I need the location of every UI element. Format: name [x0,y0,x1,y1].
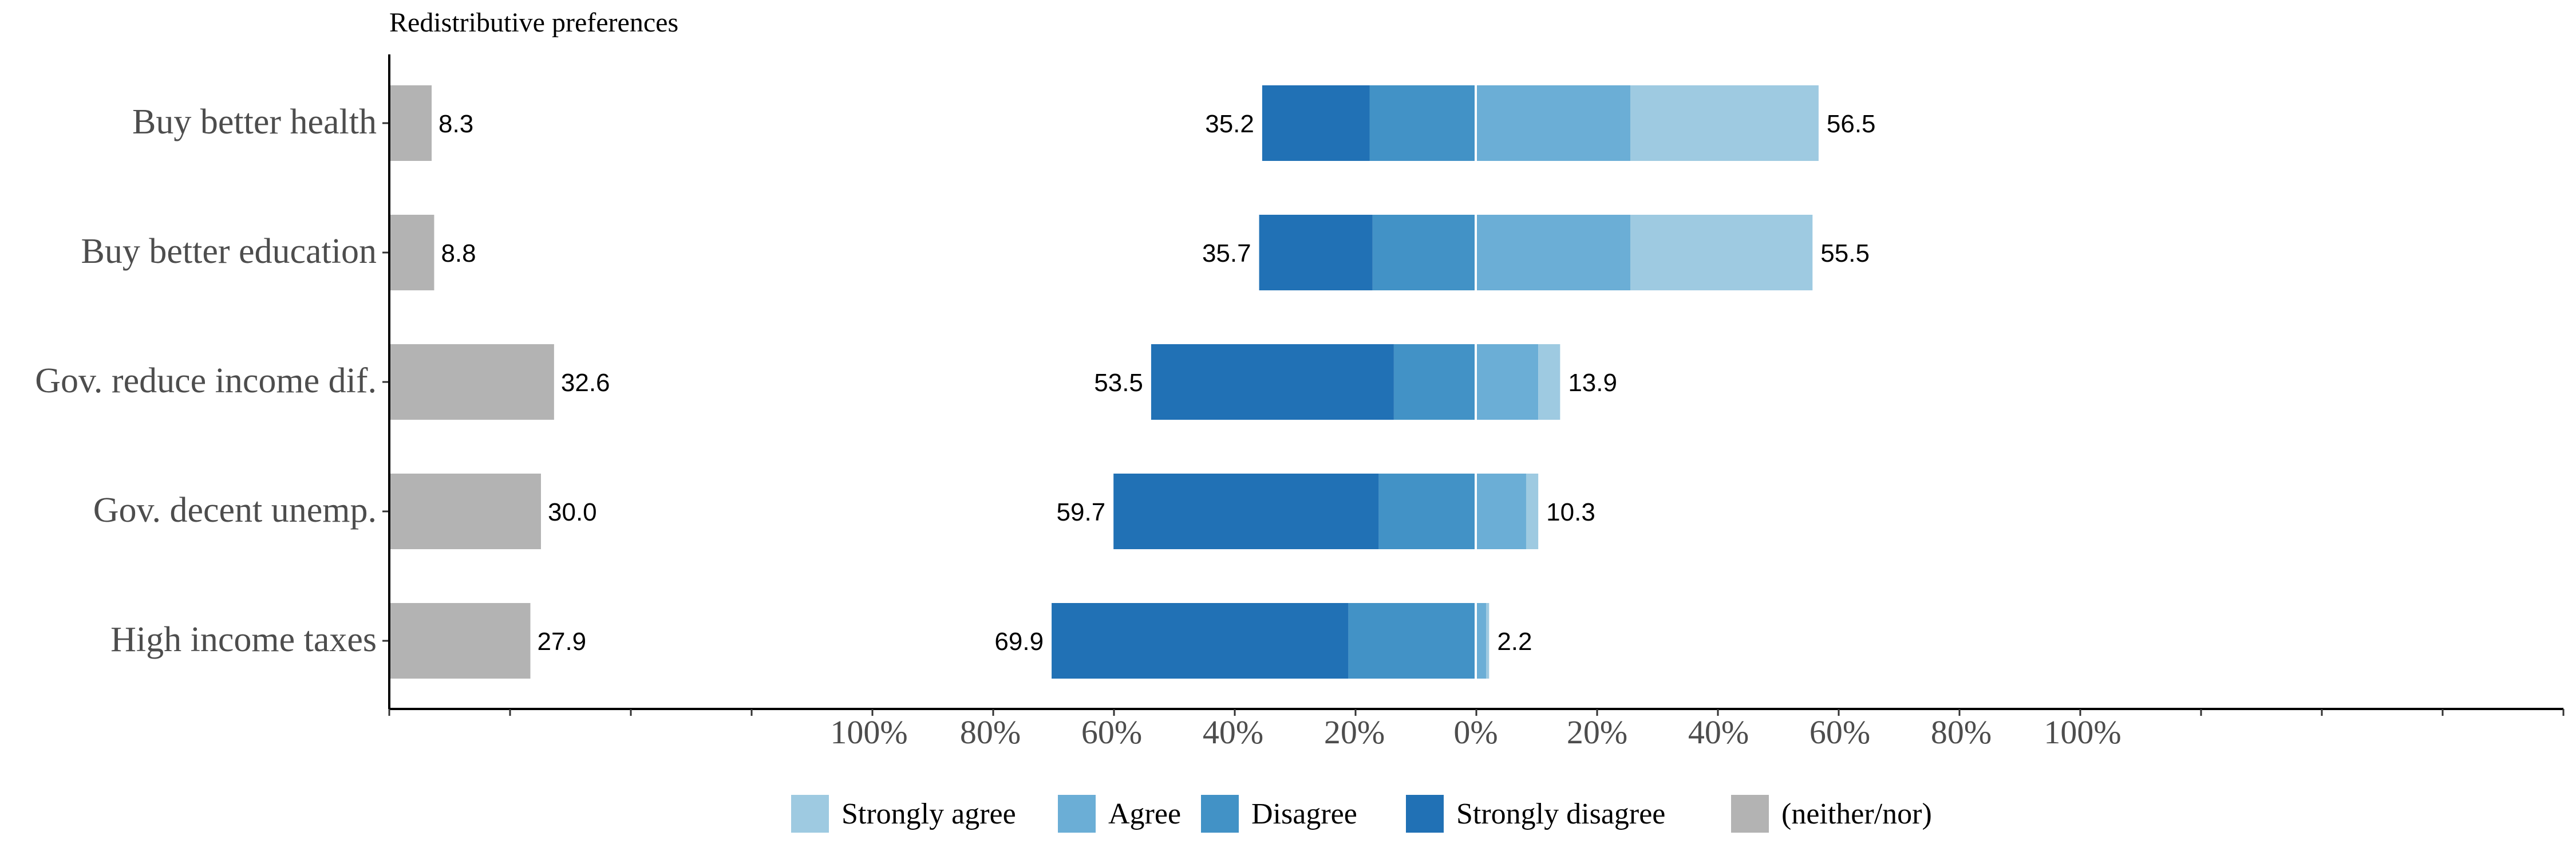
bar-disagree [1348,603,1476,679]
legend-label: (neither/nor) [1781,798,1932,830]
neutral-bar [390,603,531,679]
neutral-value-label: 30.0 [548,498,597,526]
agree-total-label: 56.5 [1827,110,1876,138]
bar-strongly-agree [1486,603,1490,679]
bar-strongly-disagree [1052,603,1349,679]
bar-disagree [1372,215,1476,290]
legend-swatch [1058,795,1096,833]
disagree-total-label: 35.7 [1202,239,1251,267]
neutral-value-label: 32.6 [561,369,610,397]
bar-strongly-agree [1538,344,1560,420]
agree-total-label: 13.9 [1568,369,1617,397]
x-tick-label: 40% [1203,714,1263,751]
category-label: Gov. reduce income dif. [35,361,377,400]
category-label: Buy better education [81,232,377,271]
x-tick-label: 60% [1809,714,1870,751]
legend-swatch [1731,795,1769,833]
chart-title: Redistributive preferences [389,7,678,38]
neutral-panel: 8.3 8.8 32.6 30.0 27.9 [390,85,610,679]
x-tick-label: 0% [1453,714,1498,751]
neutral-bar [390,215,434,290]
disagree-total-label: 53.5 [1094,369,1143,397]
diverging-panel: 56.5 35.2 55.5 35.7 13.9 53.5 10.3 59.7 2.2 69.9 [994,85,1876,679]
bar-agree [1476,85,1631,161]
axes: Buy better health Buy better education Gov… [35,54,2565,751]
bar-agree [1476,603,1487,679]
x-tick-label: 80% [1931,714,1992,751]
bar-disagree [1378,474,1476,549]
neutral-bar [390,344,554,420]
x-tick-label: 20% [1324,714,1385,751]
bar-strongly-disagree [1113,474,1379,549]
bar-strongly-disagree [1259,215,1373,290]
x-tick-label: 20% [1567,714,1627,751]
legend-label: Strongly agree [841,798,1016,830]
disagree-total-label: 35.2 [1205,110,1254,138]
x-tick-label: 100% [2044,714,2121,751]
neutral-value-label: 8.3 [438,110,473,138]
x-tick-label: 100% [830,714,907,751]
legend-label: Disagree [1251,798,1357,830]
x-tick-label: 40% [1688,714,1749,751]
neutral-bar [390,474,541,549]
legend-swatch [1406,795,1444,833]
x-tick-label: 60% [1081,714,1142,751]
legend-label: Strongly disagree [1456,798,1665,830]
category-label: Gov. decent unemp. [93,491,377,530]
bar-strongly-disagree [1262,85,1370,161]
bar-strongly-agree [1630,215,1813,290]
disagree-total-label: 69.9 [994,628,1044,656]
disagree-total-label: 59.7 [1057,498,1106,526]
bar-agree [1476,344,1539,420]
category-label: Buy better health [132,103,377,141]
category-label: High income taxes [110,620,377,659]
bar-agree [1476,474,1526,549]
bar-strongly-agree [1526,474,1539,549]
neutral-value-label: 8.8 [441,239,476,267]
agree-total-label: 2.2 [1497,628,1532,656]
agree-total-label: 10.3 [1546,498,1595,526]
legend-swatch [791,795,829,833]
neutral-value-label: 27.9 [538,628,587,656]
bar-strongly-disagree [1151,344,1394,420]
bar-strongly-agree [1630,85,1819,161]
bar-disagree [1393,344,1476,420]
legend-label: Agree [1108,798,1181,830]
bar-agree [1476,215,1631,290]
agree-total-label: 55.5 [1820,239,1870,267]
bar-disagree [1369,85,1476,161]
x-tick-label: 80% [960,714,1021,751]
legend: Strongly agree Agree Disagree Strongly disa… [791,795,1932,833]
legend-swatch [1201,795,1239,833]
neutral-bar [390,85,432,161]
